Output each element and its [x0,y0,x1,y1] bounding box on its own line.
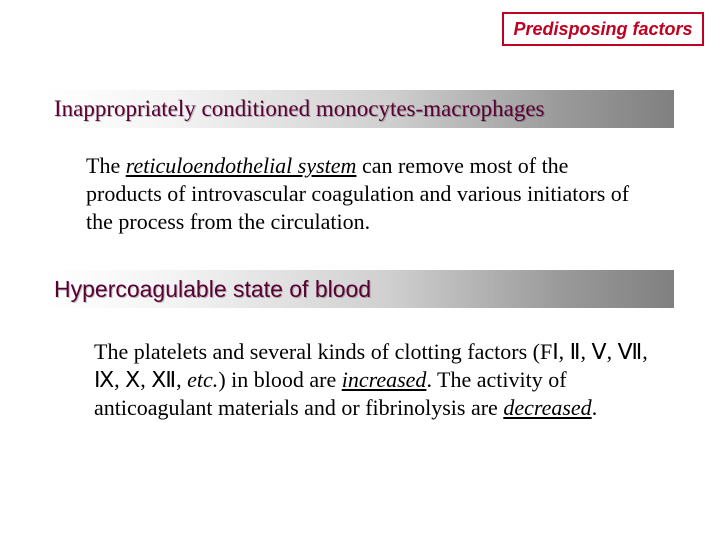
predisposing-factors-box: Predisposing factors [502,12,704,46]
clotting-factors-paragraph: The platelets and several kinds of clott… [94,338,654,422]
text-run: . [592,395,598,420]
predisposing-factors-text: Predisposing factors [513,19,692,39]
section-heading-monocytes: Inappropriately conditioned monocytes-ma… [44,90,674,128]
text-run: The [86,153,126,178]
section-heading-monocytes-text: Inappropriately conditioned monocytes-ma… [54,96,545,122]
text-run: increased [342,367,427,392]
reticuloendothelial-paragraph: The reticuloendothelial system can remov… [86,152,646,236]
text-run: reticuloendothelial system [126,153,357,178]
text-run: decreased [503,395,591,420]
section-heading-hypercoagulable-text: Hypercoagulable state of blood [54,276,371,303]
text-run: etc. [187,367,218,392]
section-heading-hypercoagulable: Hypercoagulable state of blood [44,270,674,308]
text-run: ) in blood are [218,367,341,392]
